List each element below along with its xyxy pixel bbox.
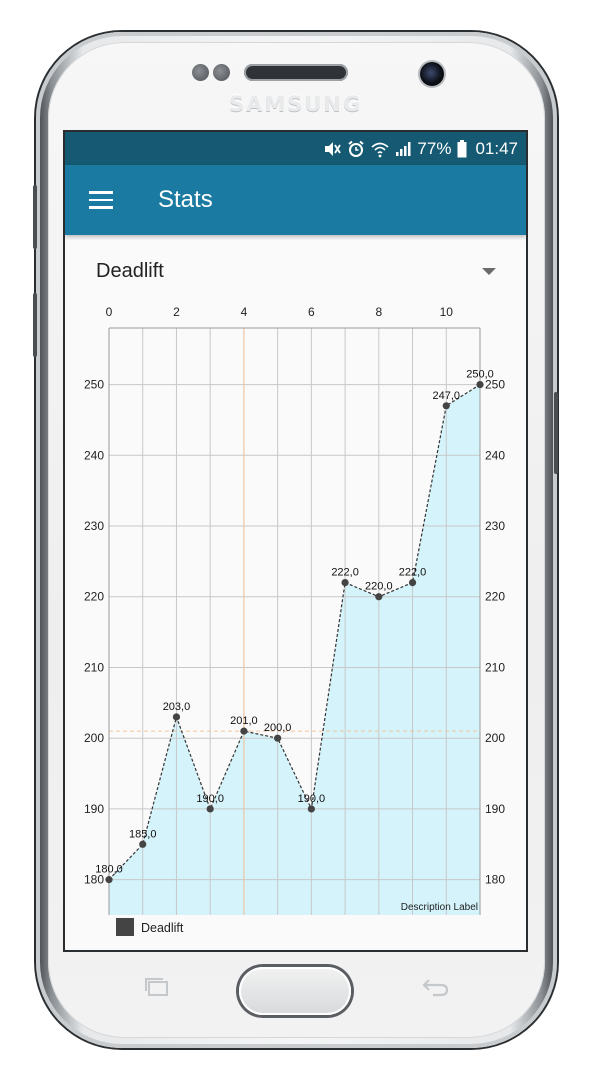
- power-button: [554, 392, 558, 474]
- hamburger-menu-icon[interactable]: [89, 191, 113, 209]
- chart-description: Description Label: [401, 902, 478, 913]
- data-label: 200,0: [264, 722, 292, 734]
- x-tick-label: 6: [308, 305, 315, 319]
- data-label: 247,0: [433, 390, 461, 402]
- y-tick-label-right: 180: [485, 873, 505, 887]
- x-tick-label: 4: [241, 305, 248, 319]
- sensor-icon: [213, 64, 230, 81]
- status-bar: 77% 01:47: [65, 132, 526, 165]
- series-line-deadlift: [108, 384, 481, 881]
- data-label: 180,0: [95, 864, 123, 876]
- y-tick-label-right: 220: [485, 590, 505, 604]
- data-point: [105, 876, 113, 884]
- data-point: [476, 380, 484, 389]
- exercise-dropdown-value: Deadlift: [96, 260, 164, 282]
- y-tick-label-right: 250: [485, 378, 505, 392]
- data-label: 190,0: [298, 793, 326, 805]
- data-label: 185,0: [129, 828, 157, 840]
- data-label: 201,0: [230, 715, 258, 727]
- data-point: [172, 713, 181, 721]
- battery-percent: 77%: [417, 138, 452, 158]
- dropdown-arrow-icon: [482, 268, 496, 275]
- app-bar: Stats: [65, 165, 526, 235]
- data-label: 250,0: [466, 369, 494, 381]
- app-screen: 77% 01:47 Stats Deadlift 180,0 185,0 203,0…: [65, 132, 526, 950]
- y-tick-label-right: 230: [485, 519, 505, 533]
- sensor-icon: [192, 64, 209, 81]
- x-tick-label: 8: [375, 305, 382, 319]
- y-tick-label-left: 200: [84, 731, 104, 745]
- y-tick-label-left: 250: [84, 378, 104, 392]
- y-tick-label-left: 220: [84, 590, 104, 604]
- home-button-icon[interactable]: [239, 967, 351, 1015]
- data-point: [341, 579, 349, 587]
- x-tick-label: 2: [173, 305, 180, 319]
- data-point: [375, 593, 383, 601]
- y-tick-label-right: 190: [485, 802, 505, 816]
- y-tick-label-left: 210: [84, 660, 104, 674]
- recent-apps-icon[interactable]: [143, 976, 171, 1003]
- legend-label: Deadlift: [141, 921, 184, 935]
- page-title: Stats: [158, 186, 213, 213]
- y-tick-label-right: 240: [485, 448, 505, 462]
- clock: 01:47: [475, 138, 518, 158]
- volume-button: [33, 293, 37, 357]
- wifi-icon: [371, 142, 389, 157]
- data-point: [139, 840, 147, 848]
- y-tick-label-left: 180: [84, 873, 104, 887]
- y-tick-label-left: 190: [84, 802, 104, 816]
- volume-button: [33, 185, 37, 249]
- data-label: 190,0: [196, 793, 224, 805]
- legend-swatch: [116, 918, 134, 936]
- deadlift-line-chart[interactable]: 180,0 185,0 203,0 190,0 201,0 200,0 190,0 222,0…: [65, 132, 526, 950]
- mute-icon: [325, 141, 342, 156]
- signal-icon: [396, 141, 411, 156]
- data-label: 222,0: [331, 567, 359, 579]
- data-label: 222,0: [399, 567, 427, 579]
- data-point: [240, 727, 248, 735]
- x-tick-label: 10: [440, 305, 454, 319]
- data-point: [408, 579, 417, 587]
- back-icon[interactable]: [421, 976, 451, 1003]
- y-tick-label-right: 200: [485, 731, 505, 745]
- data-label: 203,0: [163, 701, 191, 713]
- y-tick-label-left: 230: [84, 519, 104, 533]
- battery-icon: [457, 139, 467, 157]
- earpiece-speaker-icon: [244, 64, 348, 81]
- series-fill-area: [109, 384, 480, 915]
- data-label: 220,0: [365, 581, 393, 593]
- alarm-icon: [348, 140, 365, 157]
- y-tick-label-right: 210: [485, 660, 505, 674]
- exercise-dropdown[interactable]: Deadlift: [83, 252, 508, 294]
- data-point: [442, 402, 450, 410]
- x-tick-label: 0: [106, 305, 113, 319]
- data-point: [206, 805, 214, 813]
- data-point: [274, 734, 282, 742]
- front-camera-icon: [420, 62, 444, 86]
- device-brand: SAMSUNG: [228, 92, 363, 116]
- data-point: [307, 805, 315, 813]
- y-tick-label-left: 240: [84, 448, 104, 462]
